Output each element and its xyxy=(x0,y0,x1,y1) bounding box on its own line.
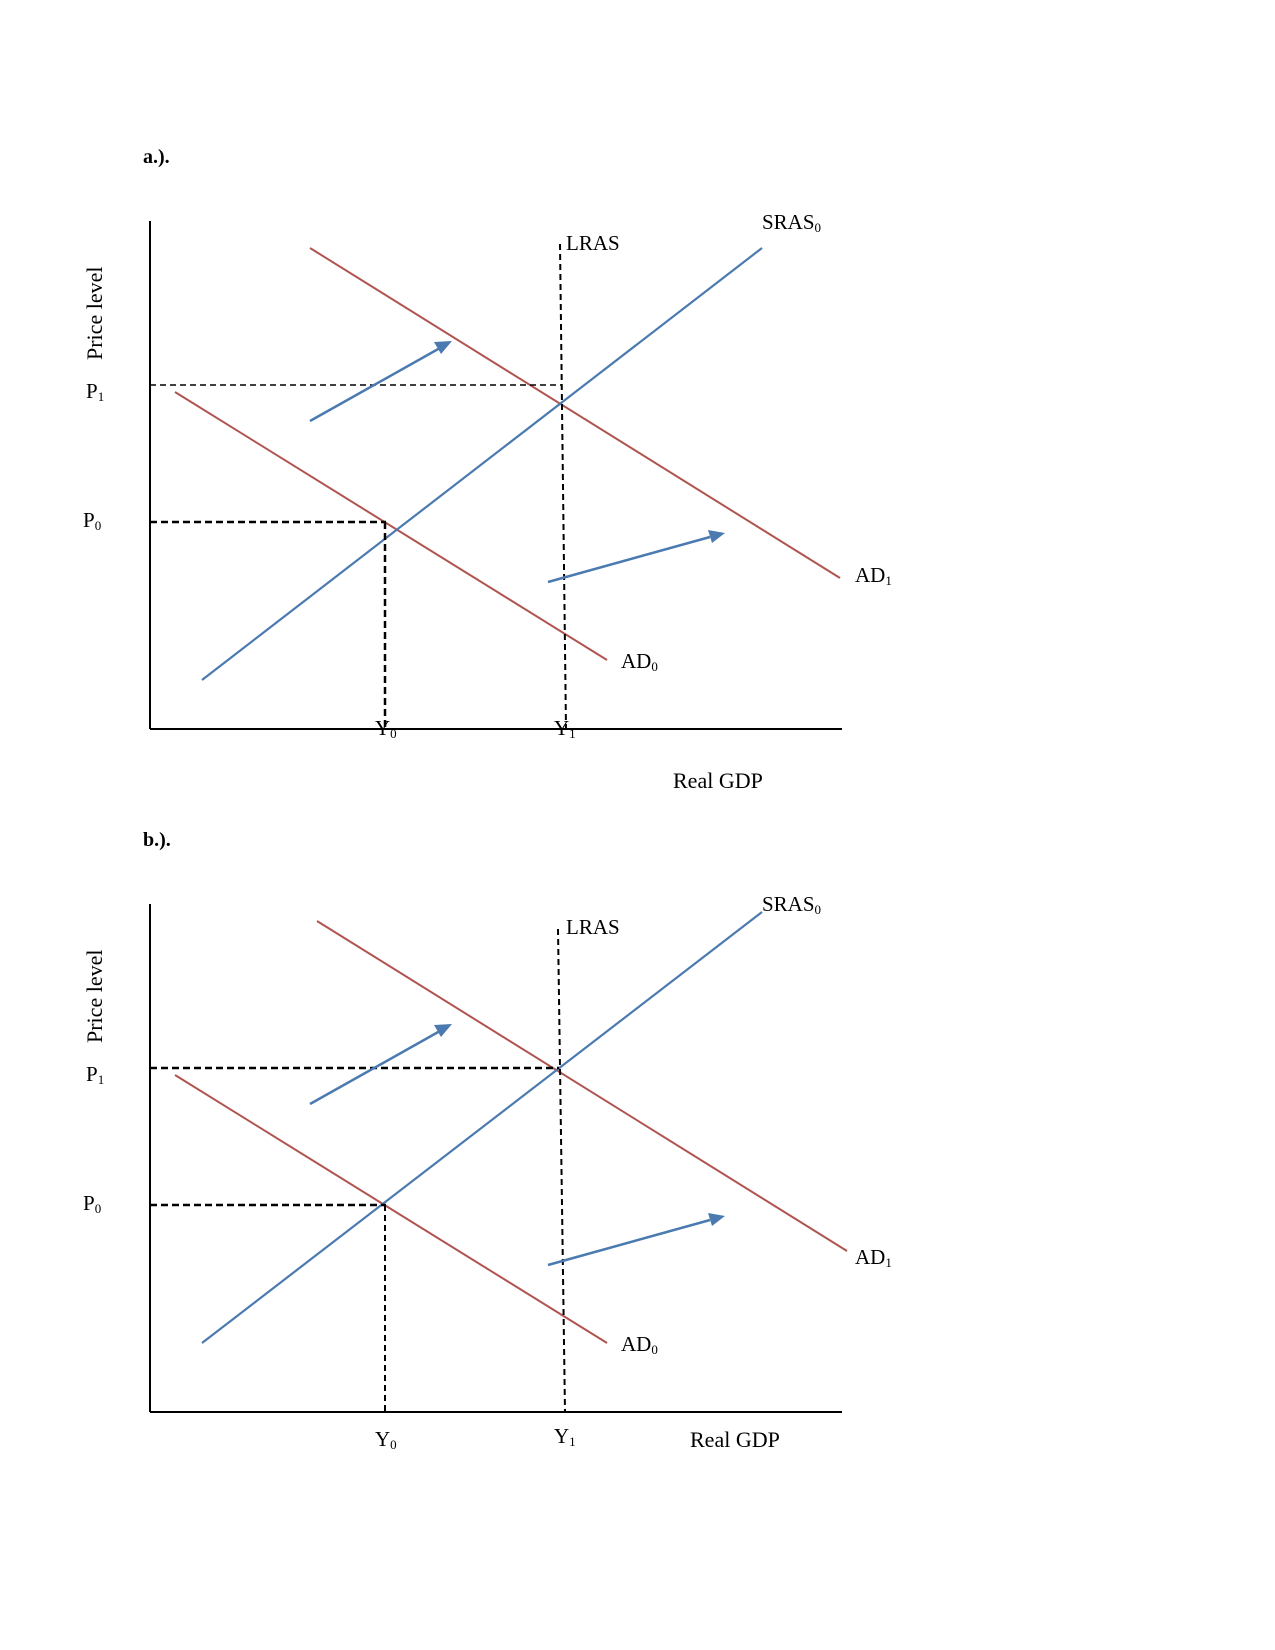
shift-arrow-lower xyxy=(547,535,711,584)
y-axis-title: Price level xyxy=(82,950,107,1043)
lras-line xyxy=(559,243,567,730)
panel-a-label: a.). xyxy=(143,146,170,168)
shift-arrowhead-upper xyxy=(434,341,452,354)
p0-label: P0 xyxy=(83,508,101,533)
p1-label: P1 xyxy=(86,1062,104,1087)
shift-arrow-upper xyxy=(309,1029,441,1106)
panel-b-diagram: Price level Real GDP P1 P0 Y0 Y1 LRAS SR… xyxy=(82,892,892,1452)
ad0-curve xyxy=(174,1074,608,1344)
y1-label: Y1 xyxy=(554,716,576,741)
lras-line xyxy=(557,928,566,1413)
lras-label: LRAS xyxy=(566,231,620,255)
sras-label: SRAS0 xyxy=(762,892,821,917)
panel-a-diagram: Price level Real GDP P1 P0 Y0 Y1 LRAS SR… xyxy=(82,210,892,793)
y0-label: Y0 xyxy=(375,1427,397,1452)
shift-arrow-lower xyxy=(547,1218,711,1267)
shift-arrowhead-lower xyxy=(708,1213,725,1226)
ad1-label: AD1 xyxy=(855,563,892,588)
y-axis-title: Price level xyxy=(82,267,107,360)
lras-label: LRAS xyxy=(566,915,620,939)
p0-label: P0 xyxy=(83,1191,101,1216)
sras-curve xyxy=(201,247,763,681)
ad0-curve xyxy=(174,391,608,661)
ad0-label: AD0 xyxy=(621,649,658,674)
ad1-curve xyxy=(316,920,848,1252)
sras-curve xyxy=(201,911,763,1344)
ad0-label: AD0 xyxy=(621,1332,658,1357)
y0-label: Y0 xyxy=(375,716,397,741)
ad1-curve xyxy=(309,247,841,579)
p1-label: P1 xyxy=(86,379,104,404)
shift-arrowhead-upper xyxy=(434,1024,452,1037)
x-axis-title: Real GDP xyxy=(673,768,763,793)
shift-arrow-upper xyxy=(309,346,441,423)
ad1-label: AD1 xyxy=(855,1245,892,1270)
shift-arrowhead-lower xyxy=(708,530,725,543)
y1-label: Y1 xyxy=(554,1424,576,1449)
sras-label: SRAS0 xyxy=(762,210,821,235)
x-axis-title: Real GDP xyxy=(690,1427,780,1452)
panel-b-label: b.). xyxy=(143,829,171,851)
